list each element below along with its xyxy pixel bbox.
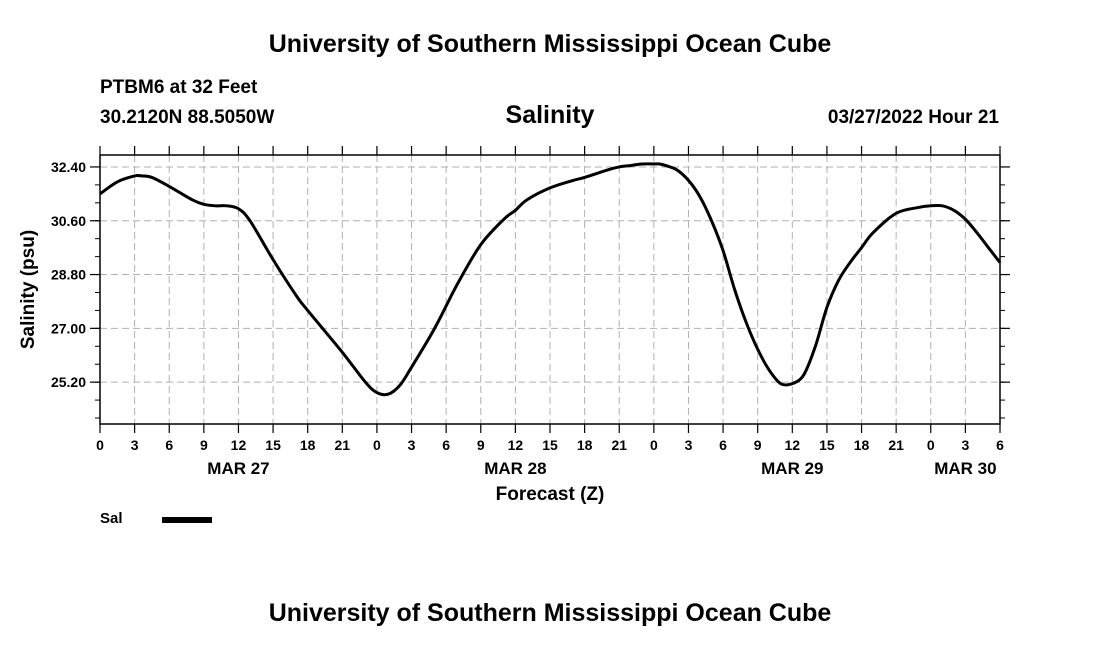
y-axis-title: Salinity (psu) xyxy=(18,230,39,349)
day-label: MAR 28 xyxy=(484,459,546,478)
x-tick-label: 0 xyxy=(373,437,381,453)
salinity-series-line xyxy=(99,162,1002,397)
x-tick-label: 3 xyxy=(131,437,139,453)
x-tick-label: 3 xyxy=(408,437,416,453)
x-tick-label: 0 xyxy=(650,437,658,453)
x-tick-label: 12 xyxy=(508,437,524,453)
day-label: MAR 27 xyxy=(207,459,269,478)
legend-label: Sal xyxy=(100,510,123,527)
x-tick-label: 18 xyxy=(577,437,593,453)
footer-title: University of Southern Mississippi Ocean… xyxy=(268,599,832,627)
x-tick-label: 21 xyxy=(888,437,904,453)
x-tick-label: 9 xyxy=(477,437,485,453)
coordinates-label: 30.2120N 88.5050W xyxy=(100,107,275,128)
x-tick-label: 21 xyxy=(335,437,351,453)
x-tick-label: 3 xyxy=(961,437,969,453)
x-axis-title: Forecast (Z) xyxy=(496,484,605,505)
main-title: University of Southern Mississippi Ocean… xyxy=(268,30,832,58)
y-tick-label: 28.80 xyxy=(51,267,86,283)
x-tick-label: 15 xyxy=(542,437,558,453)
x-tick-label: 0 xyxy=(927,437,935,453)
x-tick-label: 0 xyxy=(96,437,104,453)
x-tick-label: 6 xyxy=(719,437,727,453)
x-tick-label: 9 xyxy=(200,437,208,453)
x-tick-label: 21 xyxy=(611,437,627,453)
x-tick-label: 15 xyxy=(819,437,835,453)
x-tick-label: 12 xyxy=(231,437,247,453)
x-tick-label: 6 xyxy=(442,437,450,453)
day-label: MAR 30 xyxy=(934,459,996,478)
y-tick-label: 25.20 xyxy=(51,374,86,390)
x-tick-label: 9 xyxy=(754,437,762,453)
x-tick-label: 3 xyxy=(685,437,693,453)
x-tick-label: 6 xyxy=(165,437,173,453)
x-tick-label: 12 xyxy=(785,437,801,453)
x-tick-label: 15 xyxy=(265,437,281,453)
y-tick-label: 30.60 xyxy=(51,213,86,229)
legend-line-swatch xyxy=(162,517,212,523)
plot-frame xyxy=(99,154,1001,425)
day-label: MAR 29 xyxy=(761,459,823,478)
y-tick-label: 27.00 xyxy=(51,320,86,336)
station-label: PTBM6 at 32 Feet xyxy=(100,77,258,98)
chart-title: Salinity xyxy=(505,101,595,129)
x-tick-label: 18 xyxy=(854,437,870,453)
datetime-label: 03/27/2022 Hour 21 xyxy=(827,107,999,128)
y-tick-label: 32.40 xyxy=(51,159,86,175)
x-tick-label: 18 xyxy=(300,437,316,453)
x-tick-label: 6 xyxy=(996,437,1004,453)
